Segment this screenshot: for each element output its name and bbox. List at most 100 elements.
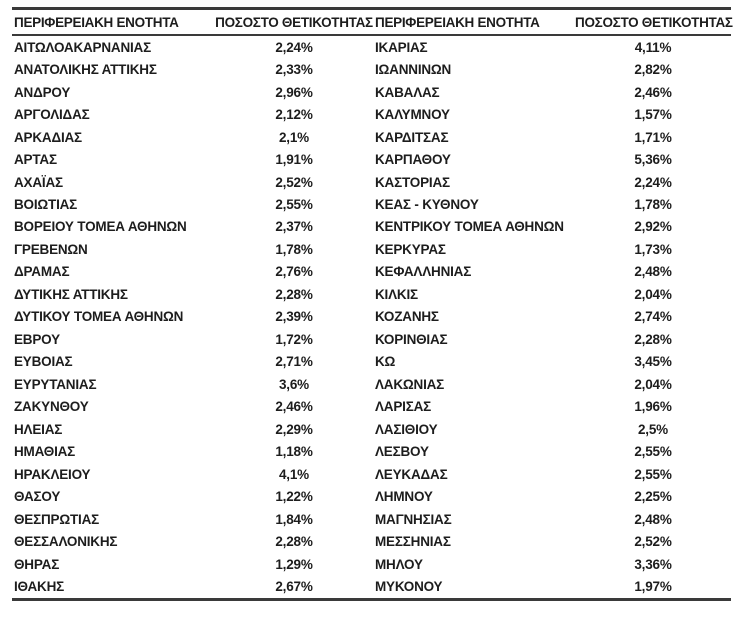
- table-row: ΕΥΒΟΙΑΣ 2,71% ΚΩ 3,45%: [12, 351, 731, 373]
- positivity-value-cell: 2,55%: [634, 444, 672, 460]
- table-row: ΘΑΣΟΥ 1,22% ΛΗΜΝΟΥ 2,25%: [12, 485, 731, 507]
- positivity-value-cell: 2,67%: [275, 578, 313, 594]
- table-row: ΓΡΕΒΕΝΩΝ 1,78% ΚΕΡΚΥΡΑΣ 1,73%: [12, 238, 731, 260]
- positivity-value-cell: 2,37%: [275, 219, 313, 235]
- region-name-cell: ΚΑΡΠΑΘΟΥ: [375, 152, 451, 168]
- region-name-cell: ΕΥΡΥΤΑΝΙΑΣ: [14, 376, 97, 392]
- positivity-value-cell: 1,78%: [275, 241, 313, 257]
- region-name-cell: ΚΙΛΚΙΣ: [375, 286, 418, 302]
- positivity-value-cell: 2,33%: [275, 62, 313, 78]
- region-name-cell: ΜΥΚΟΝΟΥ: [375, 578, 443, 594]
- table-row: ΘΕΣΠΡΩΤΙΑΣ 1,84% ΜΑΓΝΗΣΙΑΣ 2,48%: [12, 508, 731, 530]
- positivity-value-cell: 2,29%: [275, 421, 313, 437]
- positivity-value-cell: 2,28%: [634, 331, 672, 347]
- positivity-value-cell: 1,22%: [275, 489, 313, 505]
- positivity-value-cell: 1,91%: [275, 152, 313, 168]
- column-header-positivity-right: ΠΟΣΟΣΤΟ ΘΕΤΙΚΟΤΗΤΑΣ: [575, 14, 733, 30]
- table-row: ΑΡΤΑΣ 1,91% ΚΑΡΠΑΘΟΥ 5,36%: [12, 148, 731, 170]
- region-name-cell: ΗΜΑΘΙΑΣ: [14, 444, 76, 460]
- region-name-cell: ΚΕΝΤΡΙΚΟΥ ΤΟΜΕΑ ΑΘΗΝΩΝ: [375, 219, 564, 235]
- positivity-value-cell: 2,5%: [638, 421, 668, 437]
- region-name-cell: ΛΕΥΚΑΔΑΣ: [375, 466, 448, 482]
- region-name-cell: ΚΕΡΚΥΡΑΣ: [375, 241, 446, 257]
- region-name-cell: ΔΡΑΜΑΣ: [14, 264, 70, 280]
- table-row: ΗΛΕΙΑΣ 2,29% ΛΑΣΙΘΙΟΥ 2,5%: [12, 418, 731, 440]
- positivity-value-cell: 2,82%: [634, 62, 672, 78]
- region-name-cell: ΙΩΑΝΝΙΝΩΝ: [375, 62, 452, 78]
- region-name-cell: ΘΑΣΟΥ: [14, 489, 61, 505]
- region-name-cell: ΗΡΑΚΛΕΙΟΥ: [14, 466, 91, 482]
- positivity-value-cell: 2,28%: [275, 286, 313, 302]
- region-name-cell: ΜΕΣΣΗΝΙΑΣ: [375, 534, 451, 550]
- positivity-value-cell: 4,1%: [279, 466, 309, 482]
- positivity-value-cell: 2,96%: [275, 84, 313, 100]
- region-name-cell: ΖΑΚΥΝΘΟΥ: [14, 399, 89, 415]
- table-row: ΑΝΔΡΟΥ 2,96% ΚΑΒΑΛΑΣ 2,46%: [12, 81, 731, 103]
- positivity-value-cell: 4,11%: [634, 39, 672, 55]
- positivity-value-cell: 1,78%: [634, 197, 672, 213]
- column-header-region-right: ΠΕΡΙΦΕΡΕΙΑΚΗ ΕΝΟΤΗΤΑ: [375, 14, 540, 30]
- region-name-cell: ΒΟΡΕΙΟΥ ΤΟΜΕΑ ΑΘΗΝΩΝ: [14, 219, 187, 235]
- region-name-cell: ΚΑΛΥΜΝΟΥ: [375, 107, 450, 123]
- region-name-cell: ΚΑΡΔΙΤΣΑΣ: [375, 129, 449, 145]
- region-name-cell: ΜΑΓΝΗΣΙΑΣ: [375, 511, 452, 527]
- positivity-value-cell: 2,39%: [275, 309, 313, 325]
- table-row: ΗΜΑΘΙΑΣ 1,18% ΛΕΣΒΟΥ 2,55%: [12, 440, 731, 462]
- table-row: ΒΟΙΩΤΙΑΣ 2,55% ΚΕΑΣ - ΚΥΘΝΟΥ 1,78%: [12, 193, 731, 215]
- positivity-value-cell: 1,84%: [275, 511, 313, 527]
- table-row: ΘΗΡΑΣ 1,29% ΜΗΛΟΥ 3,36%: [12, 553, 731, 575]
- region-name-cell: ΚΟΡΙΝΘΙΑΣ: [375, 331, 448, 347]
- positivity-value-cell: 1,73%: [634, 241, 672, 257]
- positivity-value-cell: 2,1%: [279, 129, 309, 145]
- column-header-positivity-left: ΠΟΣΟΣΤΟ ΘΕΤΙΚΟΤΗΤΑΣ: [215, 14, 373, 30]
- table-header-row: ΠΕΡΙΦΕΡΕΙΑΚΗ ΕΝΟΤΗΤΑ ΠΟΣΟΣΤΟ ΘΕΤΙΚΟΤΗΤΑΣ…: [12, 10, 733, 36]
- region-name-cell: ΔΥΤΙΚΟΥ ΤΟΜΕΑ ΑΘΗΝΩΝ: [14, 309, 184, 325]
- positivity-value-cell: 2,28%: [275, 534, 313, 550]
- region-name-cell: ΑΝΑΤΟΛΙΚΗΣ ΑΤΤΙΚΗΣ: [14, 62, 157, 78]
- positivity-value-cell: 5,36%: [634, 152, 672, 168]
- table-row: ΑΡΚΑΔΙΑΣ 2,1% ΚΑΡΔΙΤΣΑΣ 1,71%: [12, 126, 731, 148]
- positivity-value-cell: 3,45%: [634, 354, 672, 370]
- region-name-cell: ΚΩ: [375, 354, 396, 370]
- positivity-value-cell: 2,48%: [634, 511, 672, 527]
- table-row: ΖΑΚΥΝΘΟΥ 2,46% ΛΑΡΙΣΑΣ 1,96%: [12, 396, 731, 418]
- region-name-cell: ΚΕΑΣ - ΚΥΘΝΟΥ: [375, 197, 479, 213]
- positivity-table: ΠΕΡΙΦΕΡΕΙΑΚΗ ΕΝΟΤΗΤΑ ΠΟΣΟΣΤΟ ΘΕΤΙΚΟΤΗΤΑΣ…: [12, 7, 733, 601]
- table-row: ΙΘΑΚΗΣ 2,67% ΜΥΚΟΝΟΥ 1,97%: [12, 575, 731, 597]
- region-name-cell: ΛΕΣΒΟΥ: [375, 444, 429, 460]
- positivity-value-cell: 2,04%: [634, 286, 672, 302]
- region-name-cell: ΘΕΣΣΑΛΟΝΙΚΗΣ: [14, 534, 118, 550]
- region-name-cell: ΛΑΚΩΝΙΑΣ: [375, 376, 445, 392]
- table-body: ΑΙΤΩΛΟΑΚΑΡΝΑΝΙΑΣ 2,24% ΙΚΑΡΙΑΣ 4,11% ΑΝΑΤΟΛΙ…: [12, 36, 731, 598]
- table-row: ΑΧΑΪΑΣ 2,52% ΚΑΣΤΟΡΙΑΣ 2,24%: [12, 171, 731, 193]
- positivity-value-cell: 2,24%: [275, 39, 313, 55]
- positivity-value-cell: 1,72%: [275, 331, 313, 347]
- table-row: ΒΟΡΕΙΟΥ ΤΟΜΕΑ ΑΘΗΝΩΝ 2,37% ΚΕΝΤΡΙΚΟΥ ΤΟΜΕΑ…: [12, 216, 731, 238]
- positivity-value-cell: 2,92%: [634, 219, 672, 235]
- positivity-value-cell: 2,46%: [275, 399, 313, 415]
- region-name-cell: ΑΧΑΪΑΣ: [14, 174, 63, 190]
- positivity-value-cell: 2,04%: [634, 376, 672, 392]
- positivity-value-cell: 3,36%: [634, 556, 672, 572]
- region-name-cell: ΕΥΒΟΙΑΣ: [14, 354, 73, 370]
- positivity-value-cell: 2,71%: [275, 354, 313, 370]
- table-row: ΔΡΑΜΑΣ 2,76% ΚΕΦΑΛΛΗΝΙΑΣ 2,48%: [12, 261, 731, 283]
- positivity-value-cell: 2,25%: [634, 489, 672, 505]
- region-name-cell: ΑΡΚΑΔΙΑΣ: [14, 129, 82, 145]
- positivity-value-cell: 1,71%: [634, 129, 672, 145]
- region-name-cell: ΜΗΛΟΥ: [375, 556, 423, 572]
- table-row: ΑΝΑΤΟΛΙΚΗΣ ΑΤΤΙΚΗΣ 2,33% ΙΩΑΝΝΙΝΩΝ 2,82%: [12, 58, 731, 80]
- region-name-cell: ΘΗΡΑΣ: [14, 556, 60, 572]
- positivity-value-cell: 1,96%: [634, 399, 672, 415]
- positivity-value-cell: 1,18%: [275, 444, 313, 460]
- region-name-cell: ΑΡΤΑΣ: [14, 152, 57, 168]
- region-name-cell: ΚΑΣΤΟΡΙΑΣ: [375, 174, 450, 190]
- table-row: ΕΒΡΟΥ 1,72% ΚΟΡΙΝΘΙΑΣ 2,28%: [12, 328, 731, 350]
- positivity-value-cell: 2,76%: [275, 264, 313, 280]
- positivity-value-cell: 2,55%: [275, 197, 313, 213]
- positivity-value-cell: 1,97%: [634, 578, 672, 594]
- column-header-region-left: ΠΕΡΙΦΕΡΕΙΑΚΗ ΕΝΟΤΗΤΑ: [14, 14, 179, 30]
- positivity-value-cell: 2,74%: [634, 309, 672, 325]
- region-name-cell: ΚΟΖΑΝΗΣ: [375, 309, 439, 325]
- table-row: ΑΙΤΩΛΟΑΚΑΡΝΑΝΙΑΣ 2,24% ΙΚΑΡΙΑΣ 4,11%: [12, 36, 731, 58]
